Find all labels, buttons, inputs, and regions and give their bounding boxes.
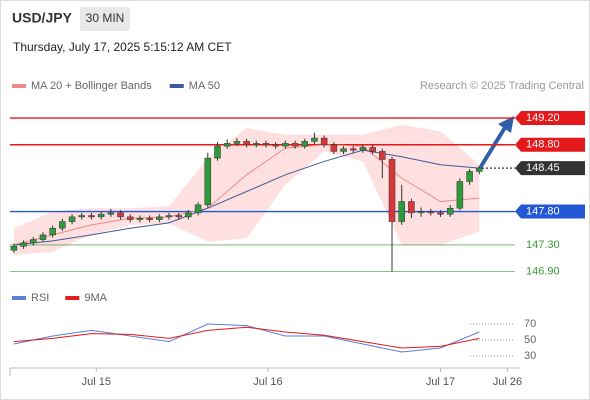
symbol: USD/JPY: [12, 10, 73, 26]
candle-body: [369, 147, 376, 152]
level-box: [515, 204, 585, 219]
candle-body: [204, 157, 212, 206]
level-box: [515, 161, 585, 176]
candle-body: [359, 147, 367, 151]
candle-body: [262, 143, 270, 146]
legend-swatch: [12, 296, 26, 300]
ma-line: [13, 149, 480, 246]
candle-body: [117, 212, 124, 218]
level-box: [515, 137, 585, 152]
candle-body: [20, 242, 27, 247]
candle-body: [97, 213, 105, 218]
candle-body: [272, 144, 279, 147]
x-tick-label: Jul 26: [493, 376, 522, 388]
rsi-line: [13, 326, 480, 349]
candle-body: [146, 217, 153, 220]
candle-body: [156, 216, 163, 220]
candle-body: [398, 201, 405, 222]
candle-body: [320, 137, 328, 145]
level-label: 147.80: [526, 205, 560, 217]
candle-body: [49, 227, 56, 236]
y-tick-label: 50: [524, 334, 536, 346]
candle-body: [282, 143, 289, 147]
rsi-line: [13, 323, 480, 353]
candle-body: [408, 201, 415, 214]
candle-body: [476, 167, 483, 172]
candle-body: [417, 211, 425, 214]
candle-body: [10, 246, 18, 251]
source: Research © 2025 Trading Central: [420, 80, 584, 92]
candle-body: [330, 144, 338, 152]
candle-body: [379, 151, 386, 160]
candle-body: [39, 234, 47, 240]
level-label: 149.20: [526, 112, 560, 124]
candle-body: [68, 216, 76, 222]
candle-body: [456, 181, 464, 209]
x-tick-label: Jul 16: [253, 376, 282, 388]
candle-body: [301, 141, 309, 147]
legend-swatch: [65, 296, 80, 300]
y-tick-label: 70: [524, 318, 536, 330]
candle-body: [59, 221, 66, 229]
candle-body: [165, 215, 173, 218]
legend-label: MA 20 + Bollinger Bands: [31, 80, 152, 92]
legend-label: 9MA: [84, 292, 107, 304]
candle-body: [175, 215, 182, 218]
ma-line: [13, 144, 480, 246]
level-label: 148.80: [526, 139, 560, 151]
x-tick-label: Jul 17: [426, 376, 455, 388]
candle-body: [214, 145, 221, 159]
candle-body: [253, 143, 260, 146]
candle-body: [136, 217, 144, 220]
forecast-arrow: [478, 124, 508, 170]
candle-body: [466, 171, 473, 182]
timeframe-badge: [80, 7, 130, 31]
candle-body: [233, 141, 241, 144]
candle-body: [194, 204, 202, 214]
candle-body: [349, 148, 357, 151]
legend-swatch: [169, 84, 184, 88]
candle-body: [126, 216, 134, 220]
candle-body: [88, 215, 95, 218]
candle-body: [437, 212, 444, 215]
datetime: Thursday, July 17, 2025 5:15:12 AM CET: [13, 40, 232, 54]
x-tick-label: Jul 15: [82, 376, 111, 388]
legend-label: MA 50: [189, 80, 220, 92]
candle-body: [107, 212, 115, 215]
candle-body: [223, 143, 231, 147]
candle-body: [311, 137, 318, 142]
candle-body: [243, 141, 250, 146]
legend-swatch: [12, 84, 26, 88]
y-tick-label: 30: [524, 350, 536, 362]
level-box: [515, 111, 585, 126]
candle-body: [30, 239, 37, 244]
candle-body: [78, 215, 85, 218]
timeframe: 30 MIN: [86, 11, 125, 25]
level-label: 146.90: [526, 266, 560, 278]
arrow-head: [498, 116, 514, 133]
candle-body: [446, 207, 454, 215]
level-label: 147.30: [526, 239, 560, 251]
candle-body: [427, 211, 435, 214]
level-label: 148.45: [526, 162, 560, 174]
bollinger-band: [13, 124, 480, 255]
candle-body: [340, 148, 347, 152]
legend-label: RSI: [31, 292, 49, 304]
candle-body: [185, 212, 192, 218]
candle-body: [291, 143, 299, 147]
candle-body: [388, 159, 396, 222]
